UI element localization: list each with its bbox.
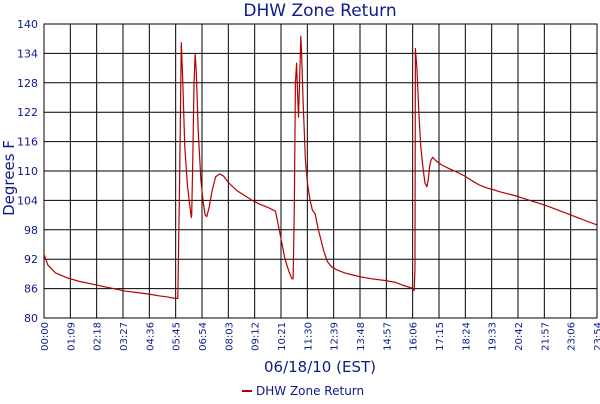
x-tick-label: 19:33 [488,322,499,351]
series-line [43,35,598,299]
x-tick-label: 12:39 [330,322,341,351]
y-tick-label: 98 [24,224,38,237]
x-tick-label: 09:12 [251,322,262,351]
x-tick-label: 08:03 [224,322,235,351]
x-tick-label: 11:30 [303,322,314,351]
y-tick-label: 104 [17,194,38,207]
series-layer [43,35,598,299]
y-tick-label: 116 [17,136,38,149]
x-tick-label: 03:27 [119,322,130,351]
x-tick-label: 05:45 [172,322,183,351]
axis-layer: 80 86 92 98 104 110 116 122 128 134 140 00:00 01:09 0… [17,18,600,351]
y-tick-label: 122 [17,106,38,119]
x-tick-label: 06:54 [198,322,209,351]
grid-lines [44,24,597,318]
x-tick-label: 01:09 [66,322,77,351]
y-tick-label: 128 [17,77,38,90]
x-tick-label: 00:00 [40,322,51,351]
y-axis-label: Degrees F [0,140,18,216]
y-tick-label: 86 [24,283,38,296]
x-tick-label: 04:36 [145,322,156,351]
x-tick-label: 02:18 [93,322,104,351]
x-tick-label: 18:24 [461,322,472,351]
x-tick-label: 10:21 [277,322,288,351]
x-tick-label: 16:06 [409,322,420,351]
x-tick-label: 23:06 [567,322,578,351]
legend: DHW Zone Return [242,384,364,398]
x-tick-label: 17:15 [435,322,446,351]
legend-label: DHW Zone Return [256,384,364,398]
chart-title: DHW Zone Return [243,1,396,21]
x-tick-label: 23:54 [593,322,600,351]
y-tick-label: 140 [17,18,38,31]
x-axis-label: 06/18/10 (EST) [264,358,376,376]
y-tick-label: 92 [24,253,38,266]
x-tick-label: 14:57 [382,322,393,351]
y-tick-label: 110 [17,165,38,178]
x-tick-label: 13:48 [356,322,367,351]
x-tick-label: 20:42 [514,322,525,351]
y-tick-label: 134 [17,47,38,60]
y-tick-label: 80 [24,312,38,325]
x-tick-label: 21:57 [540,322,551,351]
